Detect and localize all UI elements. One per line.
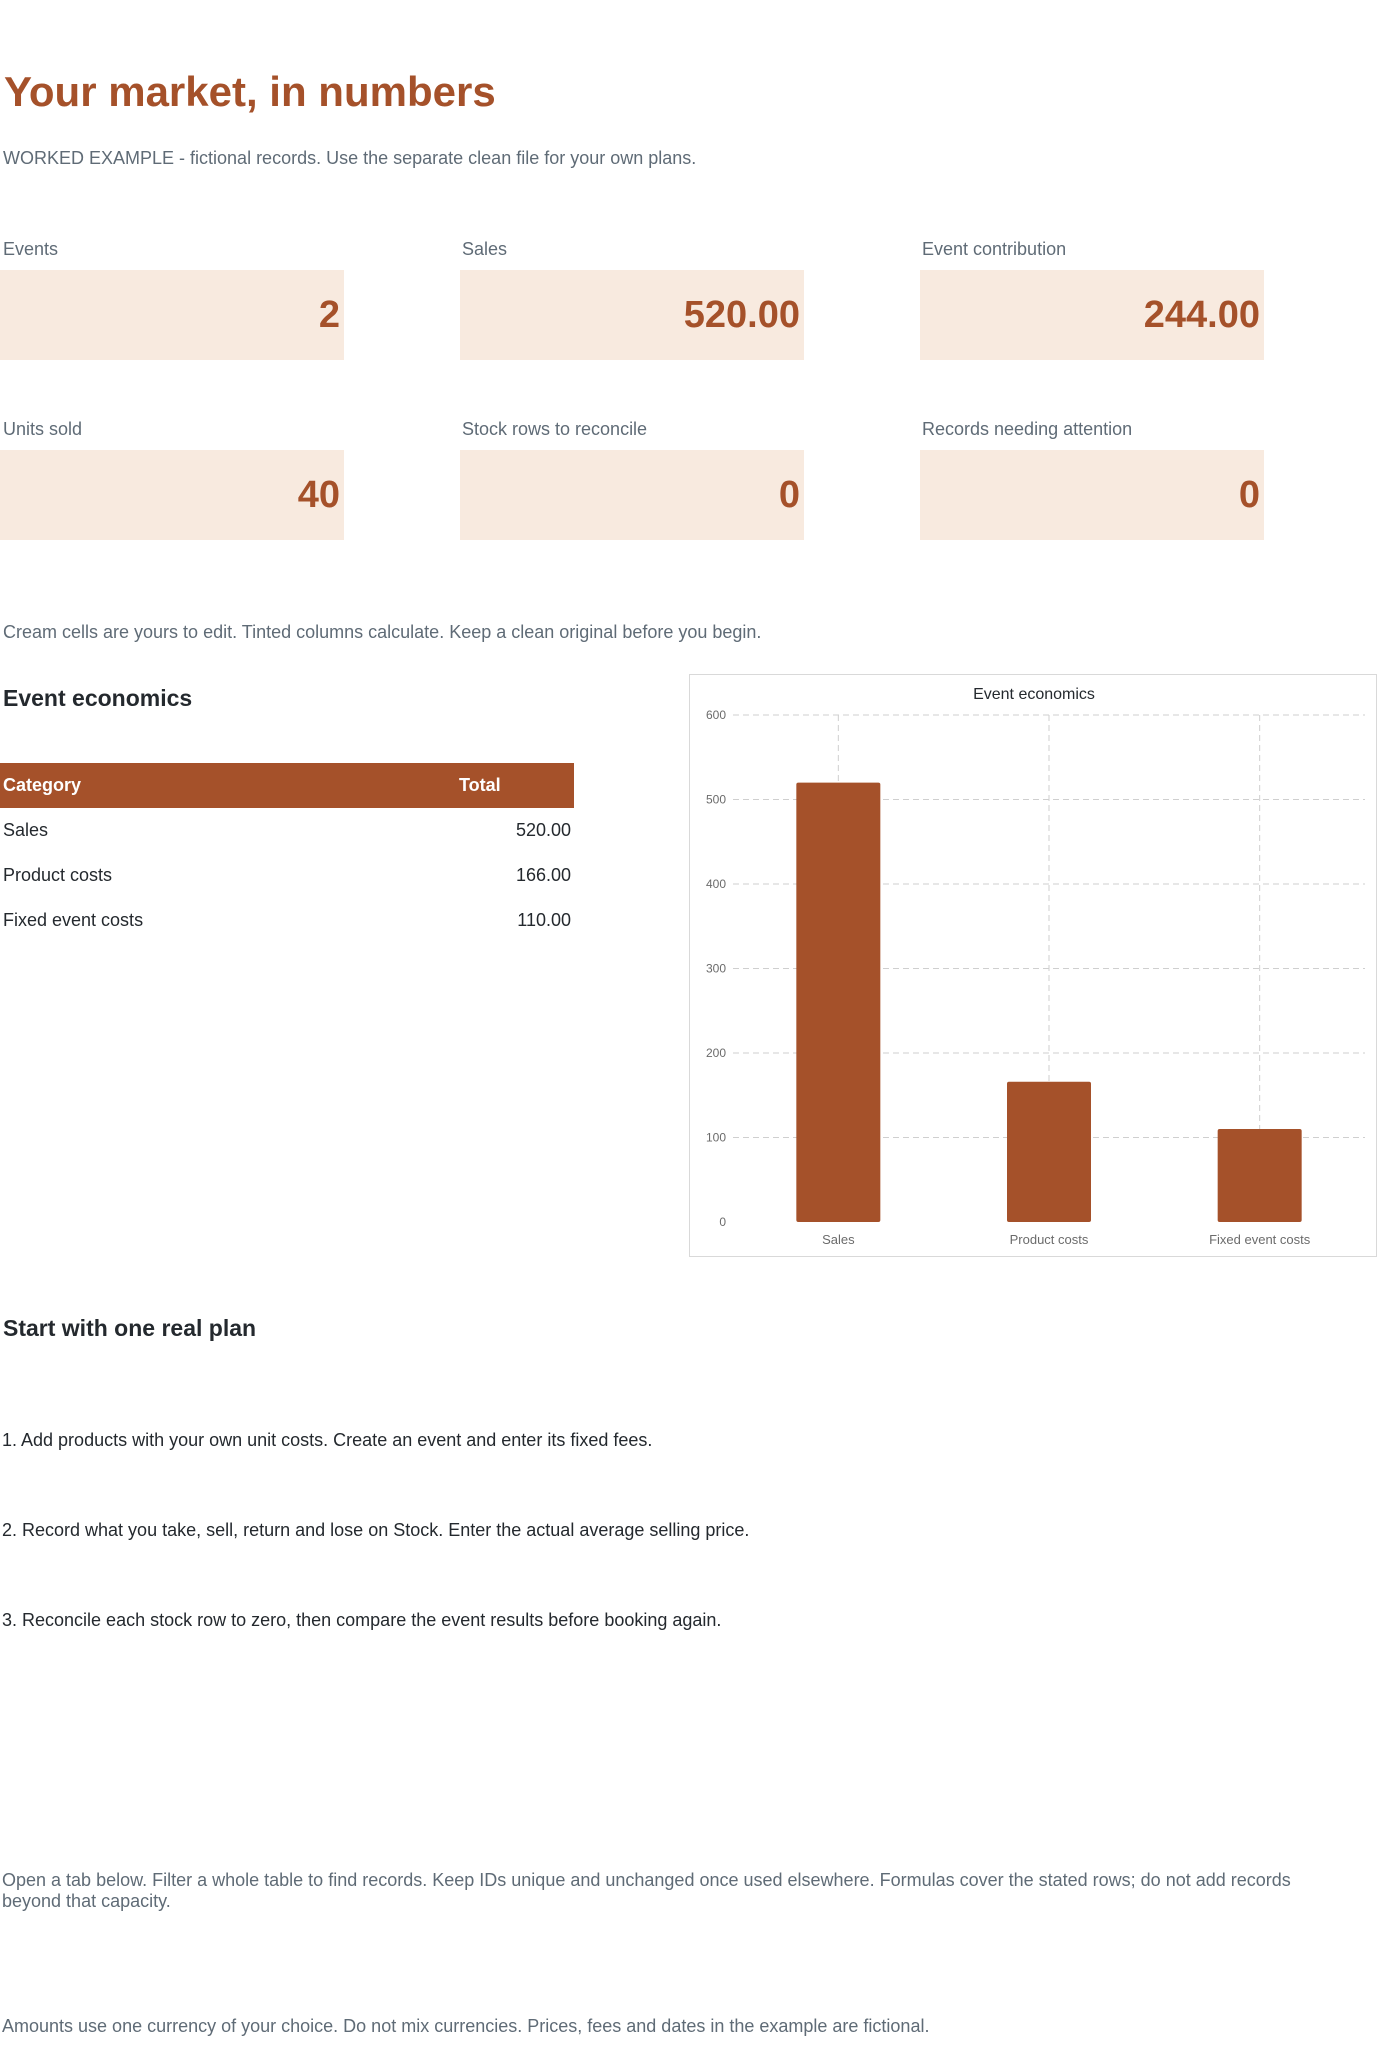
x-tick-label: Product costs	[1010, 1232, 1089, 1247]
kpi-value-units-sold[interactable]: 40	[0, 450, 344, 540]
bar-product-costs[interactable]	[1007, 1081, 1091, 1222]
kpi-value-events[interactable]: 2	[0, 270, 344, 360]
y-tick-label: 400	[706, 877, 726, 891]
chart-y-axis: 0 100 200 300 400 500 600	[706, 708, 726, 1229]
column-header-total[interactable]: Total	[459, 763, 574, 808]
cell-category[interactable]: Sales	[3, 820, 49, 840]
cell-total[interactable]: 166.00	[515, 865, 571, 885]
kpi-label-stock-rows: Stock rows to reconcile	[462, 419, 648, 439]
bar-sales[interactable]	[796, 782, 881, 1222]
bar-fixed-event-costs[interactable]	[1217, 1129, 1302, 1222]
y-tick-label: 300	[706, 962, 726, 976]
plan-step-3: 3. Reconcile each stock row to zero, the…	[2, 1610, 722, 1630]
y-tick-label: 100	[706, 1131, 726, 1145]
edit-note: Cream cells are yours to edit. Tinted co…	[3, 622, 762, 642]
kpi-label-events: Events	[3, 239, 59, 259]
table-row: Fixed event costs 110.00	[0, 898, 574, 943]
cell-category[interactable]: Product costs	[3, 865, 113, 885]
kpi-value-event-contribution[interactable]: 244.00	[920, 270, 1264, 360]
economics-chart[interactable]: Event economics 0 100 200 300 400 500 600 Sale…	[689, 674, 1377, 1257]
y-tick-label: 200	[706, 1046, 726, 1060]
table-row: Product costs 166.00	[0, 853, 574, 898]
table-row: Sales 520.00	[0, 808, 574, 853]
cell-total[interactable]: 520.00	[515, 820, 571, 840]
tab-usage-note: Open a tab below. Filter a whole table t…	[2, 1870, 1291, 1911]
y-tick-label: 0	[719, 1215, 726, 1229]
currency-note: Amounts use one currency of your choice.…	[2, 2016, 930, 2036]
chart-x-axis: Sales Product costs Fixed event costs	[822, 1232, 1311, 1247]
y-tick-label: 600	[706, 708, 726, 722]
x-tick-label: Fixed event costs	[1209, 1232, 1311, 1247]
kpi-label-sales: Sales	[462, 239, 508, 259]
page-subtitle: WORKED EXAMPLE - fictional records. Use …	[3, 148, 697, 168]
plan-heading: Start with one real plan	[3, 1315, 257, 1341]
kpi-label-event-contribution: Event contribution	[922, 239, 1067, 259]
economics-table: Category Total Sales 520.00 Product cost…	[0, 763, 574, 943]
column-header-category[interactable]: Category	[0, 763, 459, 808]
plan-step-2: 2. Record what you take, sell, return an…	[2, 1520, 750, 1540]
kpi-value-sales[interactable]: 520.00	[460, 270, 804, 360]
cell-total[interactable]: 110.00	[517, 910, 571, 930]
chart-bars	[796, 782, 1302, 1222]
cell-category[interactable]: Fixed event costs	[3, 910, 144, 930]
kpi-value-records-attention[interactable]: 0	[920, 450, 1264, 540]
x-tick-label: Sales	[822, 1232, 855, 1247]
kpi-label-units-sold: Units sold	[3, 419, 83, 439]
kpi-label-records-attention: Records needing attention	[922, 419, 1133, 439]
kpi-value-stock-rows[interactable]: 0	[460, 450, 804, 540]
y-tick-label: 500	[706, 793, 726, 807]
economics-heading: Event economics	[3, 685, 193, 711]
table-header-row: Category Total	[0, 763, 574, 808]
chart-title: Event economics	[973, 686, 1095, 703]
economics-chart-svg: Event economics 0 100 200 300 400 500 600 Sale…	[706, 686, 1365, 1247]
page-title: Your market, in numbers	[4, 68, 496, 115]
plan-step-1: 1. Add products with your own unit costs…	[2, 1430, 653, 1450]
